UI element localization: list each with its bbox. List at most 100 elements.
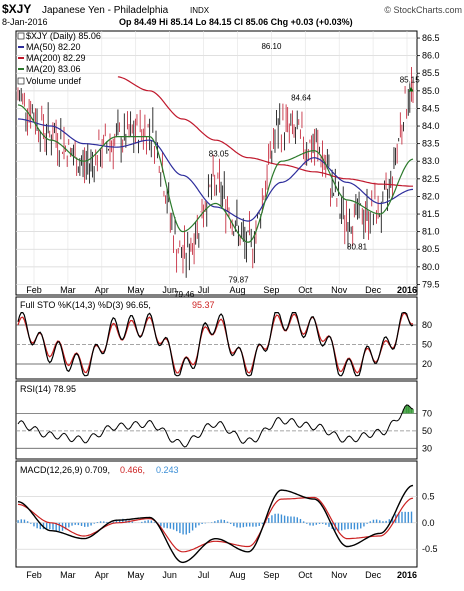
price-y-tick-label: 80.5 — [422, 244, 440, 254]
macd-hist-bar — [176, 523, 177, 531]
quote-line: Op 84.49 Hi 85.14 Lo 84.15 Cl 85.06 Chg … — [119, 17, 353, 27]
price-y-tick-label: 79.5 — [422, 279, 440, 289]
macd-hist-bar — [246, 523, 247, 527]
macd-hist-bar — [87, 523, 88, 527]
macd-y-tick-label: -0.5 — [422, 544, 438, 554]
macd-hist-bar — [322, 523, 323, 524]
legend-ma20: MA(20) 83.06 — [26, 64, 81, 74]
macd-hist-bar — [141, 522, 142, 523]
x-axis-label-bottom: Dec — [365, 570, 382, 580]
macd-hist-bar — [46, 523, 47, 529]
sto-y-tick-label: 80 — [422, 320, 432, 330]
macd-hist-bar — [106, 522, 107, 523]
macd-hist-bar — [255, 523, 256, 527]
macd-hist-bar — [24, 520, 25, 523]
macd-hist-bar — [236, 523, 237, 528]
macd-hist-bar — [274, 514, 275, 523]
macd-hist-bar — [309, 523, 310, 526]
macd-hist-bar — [167, 523, 168, 528]
macd-hist-bar — [351, 523, 352, 529]
x-axis-label-bottom: Jul — [198, 570, 210, 580]
macd-hist-bar — [341, 523, 342, 531]
macd-hist-bar — [319, 523, 320, 524]
macd-hist-bar — [316, 523, 317, 525]
macd-hist-bar — [201, 523, 202, 524]
price-y-tick-label: 86.0 — [422, 51, 440, 61]
x-axis-label-bottom: Aug — [229, 570, 245, 580]
macd-y-tick-label: 0.5 — [422, 491, 435, 501]
macd-hist-bar — [357, 523, 358, 530]
price-y-axis: 79.580.080.581.081.582.082.583.083.584.0… — [417, 33, 440, 289]
macd-hist-bar — [163, 523, 164, 528]
x-axis-label-top: Oct — [298, 285, 313, 295]
macd-hist-bar — [59, 523, 60, 531]
macd-hist-bar — [379, 520, 380, 522]
legend-macd: MACD(12,26,9) 0.709, — [20, 465, 110, 475]
x-axis-label-bottom: Nov — [331, 570, 348, 580]
macd-hist-bar — [103, 521, 104, 522]
price-annotation: 85.15 — [400, 76, 421, 85]
rsi-panel — [16, 381, 417, 459]
macd-hist-bar — [144, 521, 145, 523]
price-y-tick-label: 86.5 — [422, 33, 440, 43]
macd-hist-bar — [290, 516, 291, 522]
macd-hist-bar — [94, 523, 95, 524]
price-y-tick-label: 83.0 — [422, 156, 440, 166]
macd-hist-bar — [81, 523, 82, 526]
symbol-label: $XJY — [2, 2, 31, 16]
macd-hist-bar — [186, 523, 187, 535]
macd-hist-bar — [100, 521, 101, 523]
x-axis-label-bottom: Jun — [162, 570, 177, 580]
macd-hist-bar — [227, 522, 228, 523]
sto-y-tick-label: 50 — [422, 340, 432, 350]
legend-price: $XJY (Daily) 85.06 — [26, 31, 101, 41]
price-y-tick-label: 80.0 — [422, 262, 440, 272]
legend-ma200: MA(200) 82.29 — [26, 53, 86, 63]
macd-hist-bar — [230, 523, 231, 524]
price-annotation: 80.81 — [347, 242, 368, 251]
macd-hist-bar — [239, 523, 240, 528]
macd-hist-bar — [385, 521, 386, 523]
legend-sto: Full STO %K(14,3) %D(3) 96.65, — [20, 300, 151, 310]
x-axis-label-top: Feb — [26, 285, 42, 295]
x-axis-label-top: May — [127, 285, 145, 295]
macd-hist-bar — [344, 523, 345, 530]
macd-hist-bar — [90, 523, 91, 526]
macd-hist-bar — [49, 523, 50, 529]
macd-hist-bar — [249, 523, 250, 527]
price-annotation: 84.64 — [291, 94, 312, 103]
macd-hist-bar — [363, 523, 364, 527]
x-axis-label-top: Nov — [331, 285, 348, 295]
x-axis-label-bottom: 2016 — [397, 570, 417, 580]
macd-hist-bar — [151, 521, 152, 523]
macd-hist-bar — [179, 523, 180, 533]
macd-panel — [16, 461, 417, 567]
macd-hist-bar — [303, 521, 304, 522]
macd-hist-bar — [376, 520, 377, 523]
legend-ma50: MA(50) 82.20 — [26, 42, 81, 52]
macd-hist-bar — [404, 512, 405, 523]
price-y-tick-label: 81.0 — [422, 227, 440, 237]
x-axis-label-bottom: Feb — [26, 570, 42, 580]
macd-hist-bar — [36, 523, 37, 528]
macd-hist-bar — [71, 523, 72, 526]
macd-hist-bar — [281, 515, 282, 523]
macd-hist-bar — [189, 523, 190, 533]
price-y-tick-label: 85.0 — [422, 86, 440, 96]
close-arrow-icon: ▲ — [407, 85, 415, 94]
rsi-y-tick-label: 50 — [422, 426, 432, 436]
macd-hist-bar — [27, 521, 28, 523]
macd-hist-bar — [373, 520, 374, 523]
macd-hist-bar — [312, 523, 313, 526]
macd-hist-bar — [271, 515, 272, 523]
macd-hist-bar — [75, 523, 76, 525]
macd-hist-bar — [360, 523, 361, 529]
macd-hist-bar — [382, 521, 383, 523]
rsi-y-tick-label: 30 — [422, 443, 432, 453]
macd-hist-bar — [220, 520, 221, 523]
macd-hist-bar — [97, 522, 98, 523]
macd-hist-bar — [293, 517, 294, 523]
macd-hist-bar — [262, 523, 263, 524]
